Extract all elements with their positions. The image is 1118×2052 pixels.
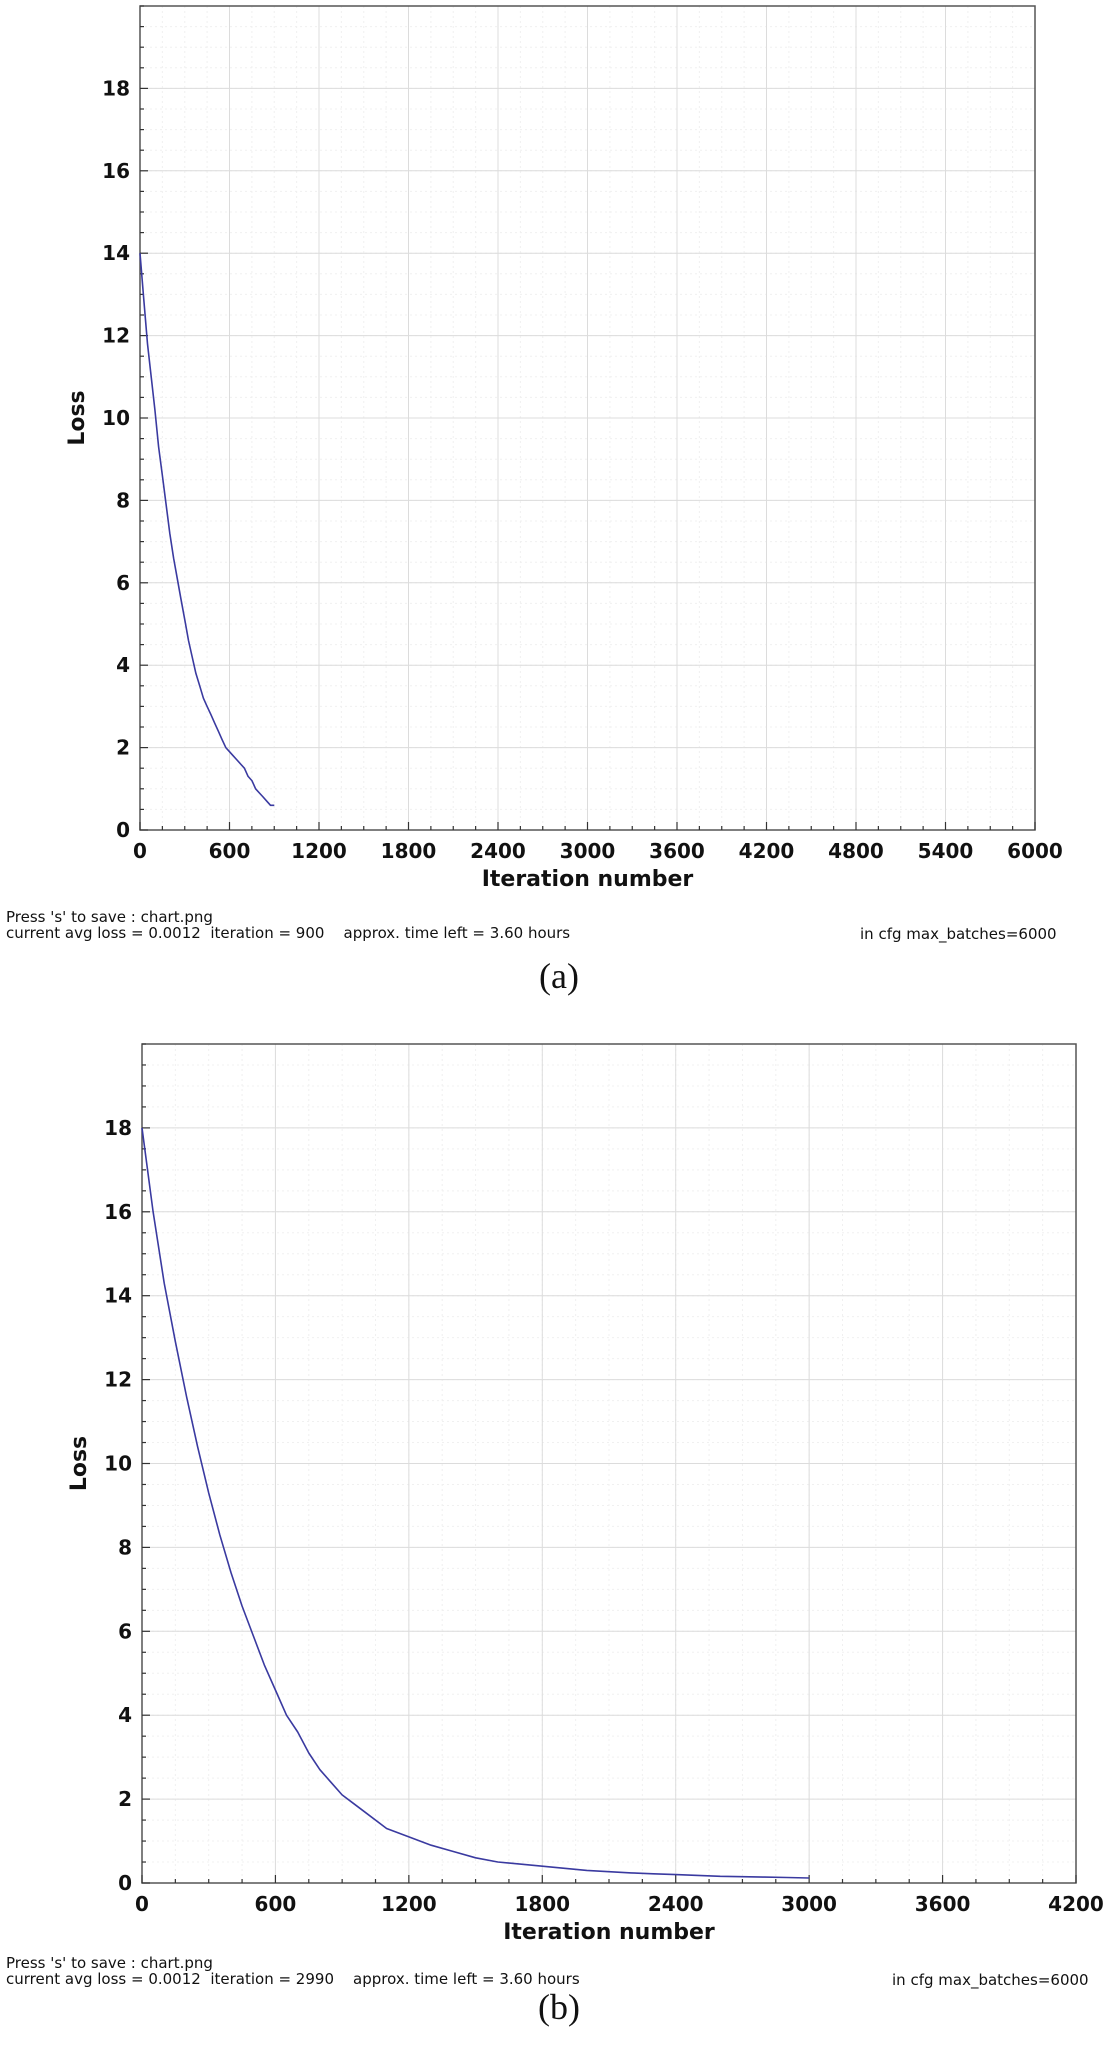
y-tick-label: 10 (102, 406, 130, 430)
y-tick-label: 10 (104, 1452, 132, 1476)
y-tick-label: 2 (116, 736, 130, 760)
y-tick-label: 12 (104, 1368, 132, 1392)
x-tick-label: 3000 (560, 839, 616, 863)
loss-readout-b: current avg loss = 0.0012 iteration = 29… (6, 1970, 580, 1988)
y-tick-label: 18 (104, 1116, 132, 1140)
y-tick-label: 16 (104, 1200, 132, 1224)
x-tick-label: 6000 (1007, 839, 1063, 863)
cfg-text-a: in cfg max_batches=6000 (860, 925, 1057, 943)
cfg-value-a: in cfg max_batches=6000 (860, 925, 1057, 943)
chart-panel-a: 0 600 1200 1800 2400 3000 3600 4200 4800 5400 6000… (0, 0, 1118, 1020)
x-tick-label: 1200 (381, 1892, 437, 1916)
y-tick-label: 2 (118, 1787, 132, 1811)
y-tick-label: 16 (102, 159, 130, 183)
loss-chart-a: 0 600 1200 1800 2400 3000 3600 4200 4800 5400 6000… (65, 5, 1063, 892)
x-tick-label: 4800 (828, 839, 884, 863)
cfg-text-b: in cfg max_batches=6000 (892, 1971, 1089, 1989)
y-tick-label: 4 (118, 1703, 132, 1727)
x-tick-label: 3600 (915, 1892, 971, 1916)
cfg-value-b: in cfg max_batches=6000 (892, 1971, 1089, 1989)
loss-chart-b: 0 600 1200 1800 2400 3000 3600 4200 0 2 4 6 8 10 12 14 1… (67, 1043, 1104, 1945)
x-tick-label: 2400 (648, 1892, 704, 1916)
y-tick-label: 14 (102, 241, 130, 265)
x-tick-label: 0 (135, 1892, 149, 1916)
loss-series-line (141, 1127, 810, 1879)
status-text-a: Press 's' to save : chart.png current av… (6, 909, 570, 941)
ticks (141, 1043, 1077, 1884)
ticks (139, 5, 1036, 831)
caption-b: (b) (538, 1987, 580, 2027)
y-tick-label: 4 (116, 653, 130, 677)
y-tick-label: 12 (102, 324, 130, 348)
y-tick-label: 0 (116, 818, 130, 842)
x-tick-label: 1800 (381, 839, 437, 863)
x-tick-label: 3000 (781, 1892, 837, 1916)
x-tick-label: 0 (133, 839, 147, 863)
y-tick-label: 8 (116, 488, 130, 512)
loss-readout-a: current avg loss = 0.0012 iteration = 90… (6, 924, 571, 942)
y-axis-title: Loss (65, 390, 90, 445)
y-tick-label: 8 (118, 1535, 132, 1559)
y-axis-title: Loss (67, 1436, 92, 1491)
y-tick-label: 6 (118, 1619, 132, 1643)
x-tick-label: 5400 (918, 839, 974, 863)
loss-series-line (139, 253, 275, 807)
x-axis-title: Iteration number (503, 1920, 715, 1945)
x-tick-label: 600 (209, 839, 251, 863)
x-tick-label: 3600 (649, 839, 705, 863)
x-tick-label: 1800 (514, 1892, 570, 1916)
caption-a: (a) (539, 956, 579, 996)
save-hint-a: Press 's' to save : chart.png (6, 908, 213, 926)
x-tick-label: 2400 (470, 839, 526, 863)
x-tick-label: 1200 (291, 839, 347, 863)
x-tick-label: 4200 (1048, 1892, 1104, 1916)
save-hint-b: Press 's' to save : chart.png (6, 1954, 213, 1972)
y-tick-label: 18 (102, 76, 130, 100)
x-axis-title: Iteration number (482, 867, 694, 892)
x-tick-label: 4200 (739, 839, 795, 863)
y-tick-label: 6 (116, 571, 130, 595)
y-tick-label: 0 (118, 1871, 132, 1895)
x-tick-label: 600 (255, 1892, 297, 1916)
status-text-b: Press 's' to save : chart.png current av… (6, 1955, 580, 1987)
chart-panel-b: 0 600 1200 1800 2400 3000 3600 4200 0 2 4 6 8 10 12 14 1… (0, 1020, 1118, 2052)
y-tick-label: 14 (104, 1284, 132, 1308)
